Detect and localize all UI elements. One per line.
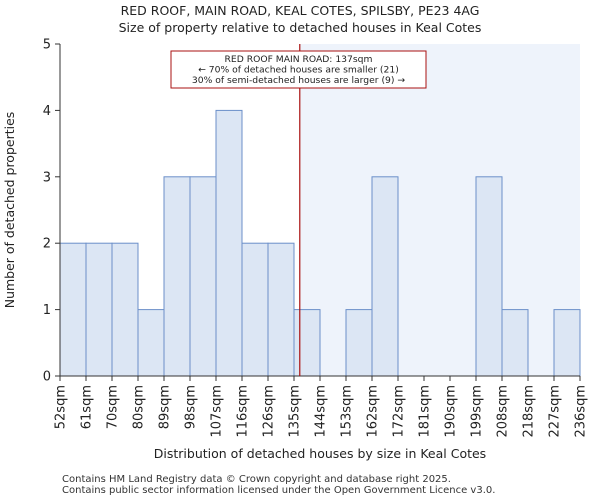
x-tick-label: 208sqm [496,385,511,438]
x-axis-title: Distribution of detached houses by size … [154,446,486,461]
y-tick-label: 2 [43,237,51,252]
y-axis-title: Number of detached properties [2,112,17,309]
x-tick-label: 70sqm [106,385,121,429]
histogram-bar [189,176,217,377]
x-tick-label: 218sqm [522,385,537,438]
x-tick-label: 107sqm [210,385,225,438]
x-tick-label: 199sqm [470,385,485,438]
histogram-bar [293,309,321,377]
x-tick-label: 80sqm [132,385,147,429]
histogram-bar [267,242,295,377]
x-tick-label: 172sqm [392,385,407,438]
y-tick-label: 1 [43,303,51,318]
chart-subtitle: Size of property relative to detached ho… [118,20,482,35]
y-tick-label: 4 [43,104,51,119]
histogram-bar [371,176,399,377]
x-tick-label: 181sqm [418,385,433,438]
footer-line-2: Contains public sector information licen… [62,485,496,496]
histogram-bar [345,309,373,377]
histogram-bar [85,242,113,377]
x-tick-label: 89sqm [158,385,173,429]
x-tick-label: 153sqm [340,385,355,438]
footer-line-1: Contains HM Land Registry data © Crown c… [62,474,451,485]
x-tick-label: 61sqm [80,385,95,429]
annotation-smaller-text: ← 70% of detached houses are smaller (21… [198,65,399,76]
histogram-bar [475,176,503,377]
histogram-bar [501,309,529,377]
x-tick-label: 135sqm [288,385,303,438]
x-tick-label: 144sqm [314,385,329,438]
annotation-box [170,50,427,89]
histogram-bar [111,242,139,377]
x-tick-label: 236sqm [574,385,589,438]
x-tick-label: 52sqm [54,385,69,429]
y-tick-label: 0 [43,370,51,385]
annotation-larger-text: 30% of semi-detached houses are larger (… [192,75,405,86]
x-tick-label: 227sqm [548,385,563,438]
larger-region-highlight [299,44,580,376]
histogram-bar [137,309,165,377]
chart-title: RED ROOF, MAIN ROAD, KEAL COTES, SPILSBY… [120,3,480,18]
y-tick-label: 5 [43,38,51,53]
histogram-bar [163,176,191,377]
x-tick-label: 190sqm [444,385,459,438]
x-tick-label: 116sqm [236,385,251,438]
x-tick-label: 162sqm [366,385,381,438]
x-tick-label: 126sqm [262,385,277,438]
histogram-bar [241,242,269,377]
x-tick-label: 98sqm [184,385,199,429]
annotation-title: RED ROOF MAIN ROAD: 137sqm [225,54,373,65]
histogram-bar [215,109,243,377]
histogram-bar [59,242,87,377]
y-tick-label: 3 [43,170,51,185]
histogram-bar [553,309,581,377]
